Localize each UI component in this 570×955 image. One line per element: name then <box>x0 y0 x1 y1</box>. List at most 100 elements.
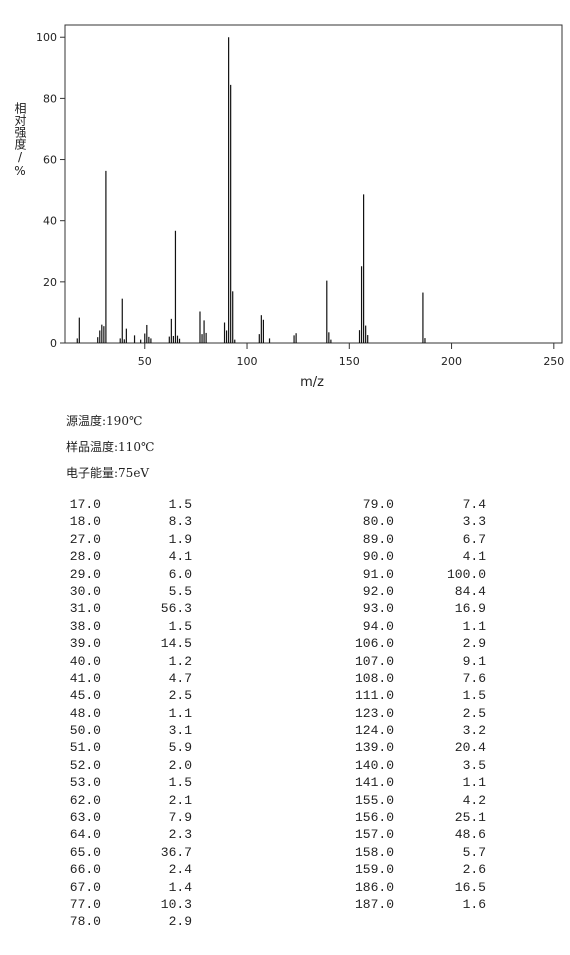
mz: 18.0 <box>69 514 101 530</box>
intensity: 1.1 <box>168 705 192 721</box>
intensity: 2.6 <box>462 862 486 878</box>
intensity: 9.1 <box>462 653 486 669</box>
mz: 62.0 <box>69 792 101 808</box>
intensity: 84.4 <box>454 583 486 599</box>
intensity: 10.3 <box>160 896 192 912</box>
x-axis-label: m/z <box>300 375 324 390</box>
mz: 29.0 <box>69 566 101 582</box>
intensity: 2.5 <box>168 688 192 704</box>
intensity: 48.6 <box>454 827 486 843</box>
x-tick-label: 250 <box>543 355 564 368</box>
mz: 92.0 <box>362 583 394 599</box>
intensity: 5.5 <box>168 583 192 599</box>
intensity: 2.9 <box>168 914 192 930</box>
mz: 77.0 <box>69 896 101 912</box>
mz: 90.0 <box>362 549 394 565</box>
y-axis-label: 相对强度/% <box>13 102 27 178</box>
y-tick-label: 20 <box>43 276 57 289</box>
mz: 40.0 <box>69 653 101 669</box>
intensity: 20.4 <box>454 740 486 756</box>
y-tick-label: 40 <box>43 215 57 228</box>
mz: 140.0 <box>354 757 394 773</box>
mz: 31.0 <box>69 601 101 617</box>
mz: 187.0 <box>354 896 394 912</box>
intensity: 1.6 <box>462 896 486 912</box>
intensity: 14.5 <box>160 636 192 652</box>
intensity: 3.2 <box>462 723 486 739</box>
mz: 155.0 <box>354 792 394 808</box>
intensity: 4.2 <box>462 792 486 808</box>
mz: 28.0 <box>69 549 101 565</box>
mz: 94.0 <box>362 618 394 634</box>
mz: 158.0 <box>354 844 394 860</box>
intensity: 7.6 <box>462 670 486 686</box>
mz: 64.0 <box>69 827 101 843</box>
mz: 157.0 <box>354 827 394 843</box>
intensity: 5.9 <box>168 740 192 756</box>
mz: 107.0 <box>354 653 394 669</box>
intensity: 1.5 <box>462 688 486 704</box>
intensity: 1.1 <box>462 775 486 791</box>
mz: 89.0 <box>362 531 394 547</box>
x-tick-label: 150 <box>339 355 360 368</box>
mz: 67.0 <box>69 879 101 895</box>
intensity: 1.4 <box>168 879 192 895</box>
intensity: 2.9 <box>462 636 486 652</box>
intensity: 56.3 <box>160 601 192 617</box>
mz: 124.0 <box>354 723 394 739</box>
intensity: 36.7 <box>160 844 192 860</box>
mz: 48.0 <box>69 705 101 721</box>
intensity: 1.5 <box>168 618 192 634</box>
intensity: 7.4 <box>462 497 486 512</box>
intensity: 6.0 <box>168 566 192 582</box>
y-tick-label: 100 <box>36 31 57 44</box>
intensity: 100.0 <box>446 566 486 582</box>
mz: 93.0 <box>362 601 394 617</box>
mz: 186.0 <box>354 879 394 895</box>
intensity: 2.5 <box>462 705 486 721</box>
intensity: 4.7 <box>168 670 192 686</box>
condition: 电子能量:75eV <box>66 466 150 480</box>
mz: 111.0 <box>354 688 394 704</box>
mz: 51.0 <box>69 740 101 756</box>
mz: 66.0 <box>69 862 101 878</box>
mz: 17.0 <box>69 497 101 512</box>
intensity: 25.1 <box>454 810 486 826</box>
mz: 65.0 <box>69 844 101 860</box>
mz: 108.0 <box>354 670 394 686</box>
mz: 78.0 <box>69 914 101 930</box>
intensity: 4.1 <box>168 549 192 565</box>
mz: 123.0 <box>354 705 394 721</box>
intensity: 8.3 <box>168 514 192 530</box>
intensity: 1.5 <box>168 775 192 791</box>
intensity: 3.1 <box>168 723 192 739</box>
mz: 53.0 <box>69 775 101 791</box>
mz: 38.0 <box>69 618 101 634</box>
intensity: 6.7 <box>462 531 486 547</box>
mz: 139.0 <box>354 740 394 756</box>
mz: 79.0 <box>362 497 394 512</box>
chart: m/z 相对强度/% 0 20 40 60 80 100 50 100 150 200 250 <box>13 24 564 390</box>
mz: 30.0 <box>69 583 101 599</box>
intensity: 1.2 <box>168 653 192 669</box>
intensity: 2.4 <box>168 862 192 878</box>
intensity: 3.3 <box>462 514 486 530</box>
mz: 50.0 <box>69 723 101 739</box>
intensity: 4.1 <box>462 549 486 565</box>
x-tick-label: 100 <box>237 355 258 368</box>
mz: 63.0 <box>69 810 101 826</box>
x-tick-label: 50 <box>138 355 152 368</box>
mz: 39.0 <box>69 636 101 652</box>
y-tick-label: 80 <box>43 92 57 105</box>
mz: 159.0 <box>354 862 394 878</box>
mz: 141.0 <box>354 775 394 791</box>
mz: 156.0 <box>354 810 394 826</box>
mz: 106.0 <box>354 636 394 652</box>
mz: 45.0 <box>69 688 101 704</box>
mz: 27.0 <box>69 531 101 547</box>
mz: 52.0 <box>69 757 101 773</box>
x-tick-label: 200 <box>441 355 462 368</box>
intensity: 16.5 <box>454 879 486 895</box>
mz: 41.0 <box>69 670 101 686</box>
condition: 源温度:190℃ <box>66 414 143 428</box>
